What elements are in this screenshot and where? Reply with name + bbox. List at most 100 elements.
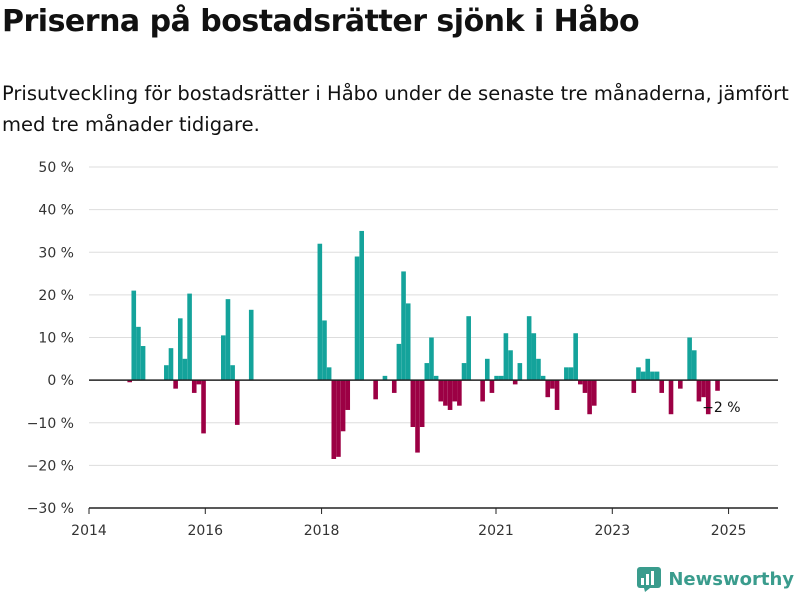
bar — [248, 309, 254, 381]
bar — [498, 375, 504, 381]
bar — [429, 337, 434, 381]
bar — [140, 346, 146, 381]
x-tick-label: 2016 — [187, 523, 223, 539]
bar — [636, 367, 641, 381]
bar — [136, 326, 141, 381]
bar — [354, 256, 360, 381]
bar — [578, 380, 583, 385]
bar — [182, 358, 188, 381]
bar — [480, 380, 485, 402]
bar — [489, 380, 495, 393]
brand-name: Newsworthy — [668, 568, 794, 590]
bar — [168, 348, 174, 381]
bar — [540, 375, 546, 381]
bar — [554, 380, 560, 410]
bar — [461, 363, 467, 381]
bar — [433, 375, 439, 381]
y-tick-label: −10 % — [27, 416, 74, 432]
bar — [424, 363, 430, 381]
x-tick-label: 2018 — [304, 523, 340, 539]
bar — [587, 380, 592, 415]
bar — [452, 380, 458, 402]
bar — [517, 363, 523, 381]
bar — [340, 380, 346, 432]
bar — [659, 380, 665, 393]
x-tick-label: 2025 — [711, 523, 747, 539]
bar — [591, 380, 597, 406]
newsworthy-logo: Newsworthy — [636, 566, 794, 592]
bar — [405, 303, 411, 381]
bar — [640, 371, 646, 381]
bar — [582, 380, 588, 393]
page-subtitle: Prisutveckling för bostadsrätter i Håbo … — [2, 82, 789, 136]
bar — [177, 318, 183, 381]
bar — [187, 293, 192, 381]
bar — [373, 380, 378, 400]
latest-value-annotation: −2 % — [702, 400, 740, 416]
bar — [322, 320, 327, 381]
bar — [331, 380, 337, 459]
x-tick-label: 2023 — [594, 523, 630, 539]
bar — [715, 380, 720, 391]
bar — [691, 350, 697, 381]
y-tick-label: 30 % — [38, 245, 74, 261]
y-tick-label: −20 % — [27, 458, 74, 474]
bar — [687, 337, 692, 381]
bar — [127, 380, 133, 383]
x-tick-label: 2021 — [478, 523, 514, 539]
y-tick-label: 10 % — [38, 331, 74, 347]
y-tick-label: 50 % — [38, 160, 74, 176]
bar — [705, 380, 711, 415]
y-tick-label: 20 % — [38, 288, 74, 304]
bar — [391, 380, 397, 393]
bar — [494, 375, 499, 381]
x-tick-label: 2014 — [71, 523, 107, 539]
bar — [568, 367, 574, 381]
bar — [573, 333, 578, 381]
page-title: Priserna på bostadsrätter sjönk i Håbo — [2, 4, 640, 39]
bar — [131, 290, 137, 381]
y-tick-label: −30 % — [27, 501, 74, 517]
bar — [401, 271, 406, 381]
bar — [466, 316, 471, 381]
bar — [359, 230, 364, 381]
bar — [531, 333, 537, 381]
bar — [696, 380, 702, 402]
bar-chart-logo-icon — [637, 567, 662, 592]
bar — [678, 380, 683, 389]
bar — [201, 380, 206, 434]
bar — [645, 358, 651, 381]
bar — [396, 343, 402, 381]
bar — [326, 367, 332, 381]
bar — [447, 380, 453, 410]
bar — [225, 299, 231, 381]
bar — [668, 380, 674, 415]
bar — [345, 380, 351, 410]
bar — [564, 367, 569, 381]
bar — [164, 365, 169, 381]
bar — [550, 380, 555, 389]
bar — [382, 375, 388, 381]
bar — [410, 380, 416, 428]
bar — [526, 316, 532, 381]
bar — [654, 371, 660, 381]
bar — [317, 243, 323, 381]
bar — [438, 380, 444, 402]
bar — [484, 358, 490, 381]
bar — [650, 371, 655, 381]
bar — [234, 380, 240, 425]
bar — [508, 350, 513, 381]
bar — [415, 380, 420, 453]
bar — [336, 380, 341, 457]
bar — [419, 380, 425, 428]
bar — [536, 358, 541, 381]
y-tick-label: 0 % — [47, 373, 74, 389]
bar — [701, 380, 706, 398]
bar — [545, 380, 551, 398]
bar — [173, 380, 178, 389]
bar — [191, 380, 197, 393]
bar — [512, 380, 518, 385]
bar — [196, 380, 202, 385]
bar — [221, 335, 226, 381]
